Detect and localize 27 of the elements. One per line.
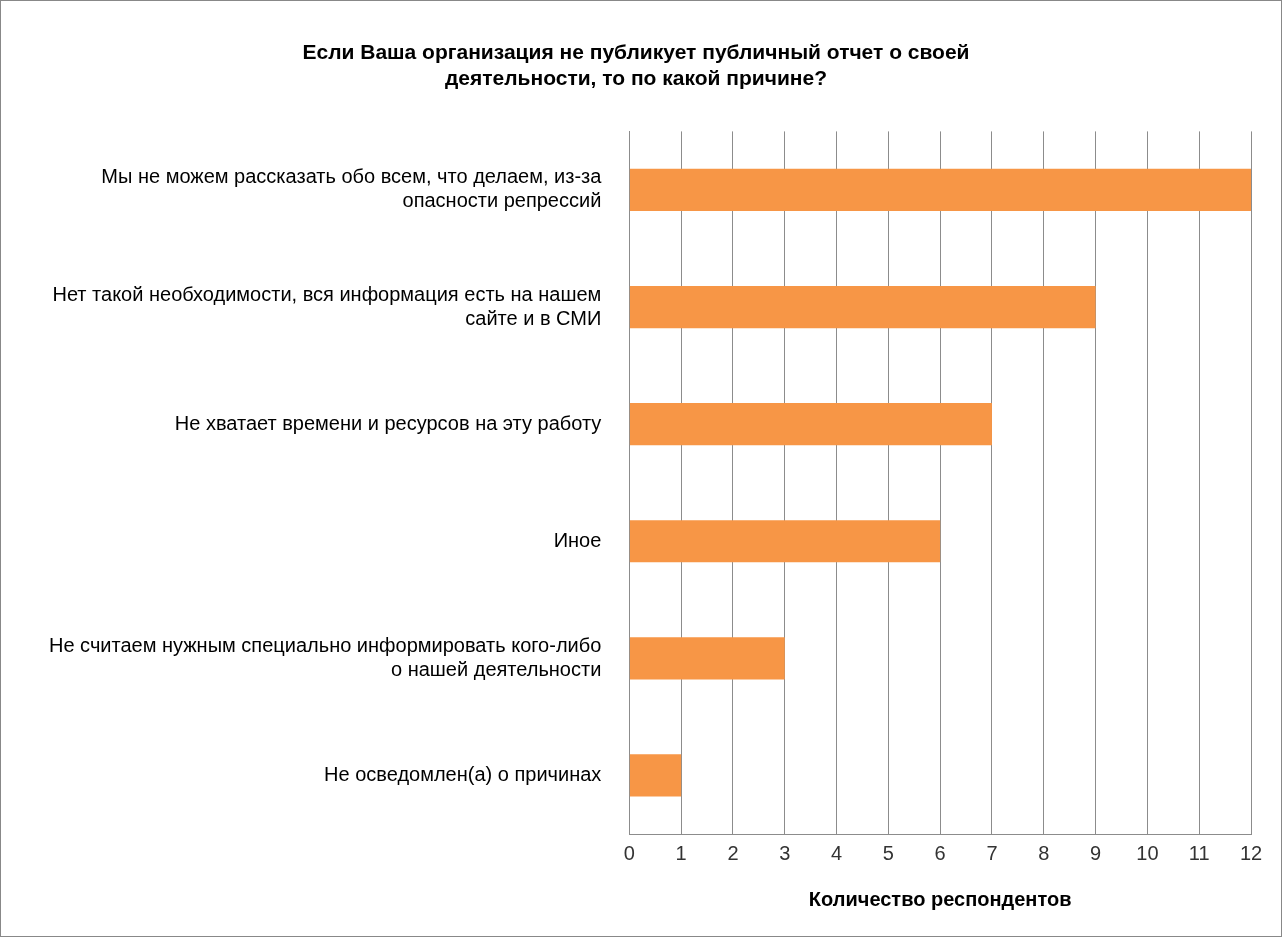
- x-tick-label: 0: [623, 841, 635, 864]
- x-tick-label: 1: [675, 841, 687, 864]
- x-tick-label: 2: [727, 841, 739, 864]
- x-tick-label: 12: [1239, 841, 1263, 864]
- x-tick-label: 5: [882, 841, 894, 864]
- x-tick-label: 7: [986, 841, 998, 864]
- chart-title: Если Ваша организация не публикует публичный отчет о своей деятельности, то по какой причине?: [302, 40, 970, 89]
- y-tick-label: Иное: [553, 528, 602, 551]
- x-tick-label: 10: [1136, 841, 1159, 864]
- x-axis-title: Количество респондентов: [808, 887, 1072, 910]
- bar: [629, 754, 682, 797]
- y-tick-label: Не хватает времени и ресурсов на эту работу: [174, 411, 602, 434]
- bar: [629, 168, 1251, 212]
- y-tick-label: Не осведомлен(а) о причинах: [324, 762, 602, 785]
- x-tick-label: 4: [830, 841, 843, 864]
- y-tick-label: Нет такой необходимости, вся информация есть на нашем сайте и в СМИ: [52, 282, 602, 329]
- x-tick-label: 9: [1090, 841, 1102, 864]
- x-tick-label: 8: [1038, 841, 1050, 864]
- bar: [629, 285, 1096, 329]
- y-tick-label: Не считаем нужным специально информировать кого-либо о нашей деятельности: [48, 633, 602, 680]
- x-tick-label: 3: [779, 841, 791, 864]
- bar: [629, 403, 992, 446]
- bar: [629, 637, 785, 680]
- x-tick-label: 11: [1188, 841, 1210, 864]
- y-tick-label: Мы не можем рассказать обо всем, что делаем, из-за опасности репрессий: [101, 165, 603, 212]
- bar: [629, 520, 941, 563]
- x-tick-label: 6: [934, 841, 946, 864]
